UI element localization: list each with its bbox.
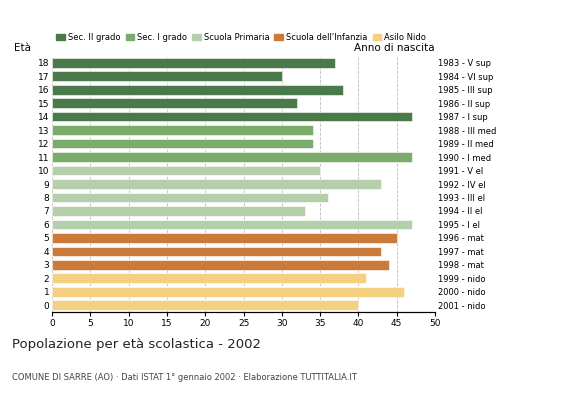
Bar bbox=[52, 300, 358, 310]
Bar bbox=[52, 260, 389, 270]
Bar bbox=[52, 287, 404, 297]
Bar bbox=[52, 179, 382, 189]
Legend: Sec. II grado, Sec. I grado, Scuola Primaria, Scuola dell'Infanzia, Asilo Nido: Sec. II grado, Sec. I grado, Scuola Prim… bbox=[56, 32, 426, 42]
Bar bbox=[52, 220, 412, 229]
Bar bbox=[52, 85, 343, 94]
Bar bbox=[52, 206, 305, 216]
Text: COMUNE DI SARRE (AO) · Dati ISTAT 1° gennaio 2002 · Elaborazione TUTTITALIA.IT: COMUNE DI SARRE (AO) · Dati ISTAT 1° gen… bbox=[12, 373, 357, 382]
Bar bbox=[52, 58, 335, 68]
Bar bbox=[52, 98, 297, 108]
Bar bbox=[52, 71, 282, 81]
Bar bbox=[52, 112, 412, 122]
Bar bbox=[52, 152, 412, 162]
Bar bbox=[52, 125, 313, 135]
Text: Età: Età bbox=[14, 44, 31, 54]
Bar bbox=[52, 246, 382, 256]
Bar bbox=[52, 166, 320, 175]
Text: Popolazione per età scolastica - 2002: Popolazione per età scolastica - 2002 bbox=[12, 338, 260, 351]
Text: Anno di nascita: Anno di nascita bbox=[354, 44, 435, 54]
Bar bbox=[52, 233, 397, 243]
Bar bbox=[52, 193, 328, 202]
Bar bbox=[52, 139, 313, 148]
Bar bbox=[52, 274, 366, 283]
